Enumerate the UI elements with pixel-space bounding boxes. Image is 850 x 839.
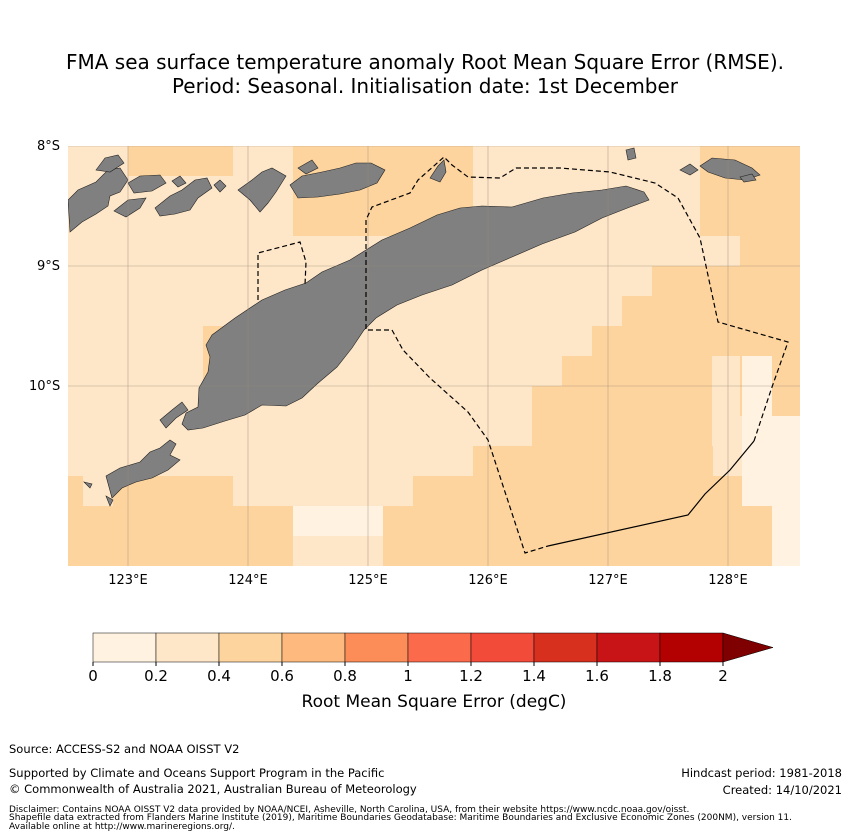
colorbar-segment <box>155 632 220 663</box>
disclaimer-line-3: Available online at http://www.marinereg… <box>9 822 235 832</box>
land-island <box>739 173 757 183</box>
eez-boundary-solid <box>547 440 755 547</box>
title-line-2: Period: Seasonal. Initialisation date: 1… <box>171 74 679 98</box>
land-island <box>95 154 125 173</box>
source-text: Source: ACCESS-S2 and NOAA OISST V2 <box>9 742 240 756</box>
land-island <box>159 401 189 429</box>
title-line-1: FMA sea surface temperature anomaly Root… <box>66 50 784 74</box>
land-island <box>237 167 287 213</box>
colorbar-tick-label: 1 <box>403 667 413 685</box>
disclaimer-line-1: Disclaimer: Contains NOAA OISST V2 data … <box>9 805 690 815</box>
colorbar-tick-label: 1.4 <box>522 667 546 685</box>
land-island <box>625 147 637 161</box>
lat-label-8s: 8°S <box>37 139 61 154</box>
land-island <box>83 481 93 489</box>
colorbar-segment <box>407 632 472 663</box>
land-island <box>105 495 114 507</box>
lon-label-123e: 123°E <box>108 573 148 588</box>
lat-label-10s: 10°S <box>29 379 61 394</box>
colorbar-segment <box>218 632 283 663</box>
lon-label-124e: 124°E <box>228 573 268 588</box>
land-island <box>429 159 447 183</box>
land-north-left <box>68 167 129 233</box>
rmse-cell <box>383 506 773 566</box>
copyright-text: © Commonwealth of Australia 2021, Austra… <box>9 782 417 796</box>
lon-label-128e: 128°E <box>708 573 748 588</box>
land-island <box>699 157 761 181</box>
land-island <box>105 439 181 499</box>
supported-text: Supported by Climate and Oceans Support … <box>9 766 385 780</box>
colorbar-tick-label: 0.4 <box>207 667 231 685</box>
colorbar-tick-label: 1.2 <box>459 667 483 685</box>
colorbar-segment <box>344 632 409 663</box>
hindcast-period: Hindcast period: 1981-2018 <box>681 766 842 780</box>
rmse-cell <box>128 146 233 176</box>
colorbar-tick-label: 0.6 <box>270 667 294 685</box>
colorbar-segment <box>659 632 724 663</box>
land-island <box>213 179 227 193</box>
lat-label-9s: 9°S <box>37 259 61 274</box>
colorbar-extend-arrow <box>722 632 774 663</box>
colorbar-label: Root Mean Square Error (degC) <box>301 692 567 712</box>
rmse-cell <box>68 506 293 566</box>
disclaimer-line-2: Shapefile data extracted from Flanders M… <box>9 813 792 823</box>
colorbar-segment <box>470 632 535 663</box>
colorbar-tick-label: 1.8 <box>648 667 672 685</box>
land-island <box>127 174 167 194</box>
lon-label-127e: 127°E <box>588 573 628 588</box>
colorbar-tick-label: 0 <box>88 667 98 685</box>
rmse-cell-light <box>742 416 800 506</box>
lon-label-126e: 126°E <box>468 573 508 588</box>
land <box>68 147 761 507</box>
rmse-cell-light <box>772 506 800 566</box>
created-date: Created: 14/10/2021 <box>722 783 842 797</box>
land-island <box>154 177 213 217</box>
map-area <box>68 146 800 566</box>
colorbar-segment <box>596 632 661 663</box>
eez-boundary-dashed-east <box>365 156 789 442</box>
land-timor <box>181 185 650 431</box>
eez-boundary-dashed <box>368 329 549 554</box>
land-island <box>679 163 699 176</box>
colorbar-segment <box>533 632 598 663</box>
colorbar-segment <box>281 632 346 663</box>
land-island <box>297 159 319 175</box>
chart-title: FMA sea surface temperature anomaly Root… <box>0 50 850 98</box>
lon-label-125e: 125°E <box>348 573 388 588</box>
eez-boundary-west <box>257 241 307 300</box>
colorbar <box>92 632 774 666</box>
colorbar-tick-label: 0.8 <box>333 667 357 685</box>
land-island <box>289 162 386 199</box>
colorbar-tick-label: 2 <box>718 667 728 685</box>
colorbar-tick-label: 0.2 <box>144 667 168 685</box>
colorbar-tick-label: 1.6 <box>585 667 609 685</box>
colorbar-segment <box>92 632 157 663</box>
land-island <box>171 175 187 188</box>
land-island <box>113 197 147 218</box>
rmse-cell-light <box>293 506 383 536</box>
